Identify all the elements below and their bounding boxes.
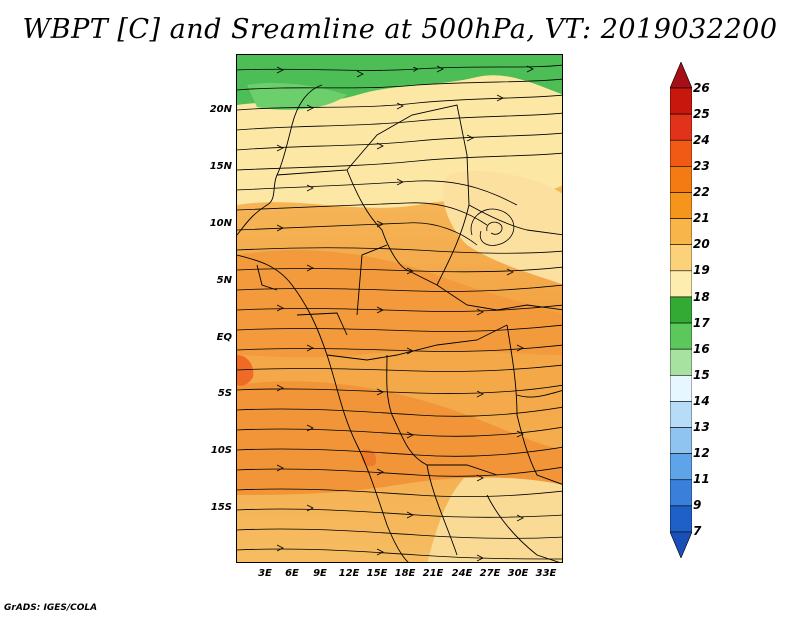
lon-label-27e: 27E xyxy=(479,568,501,579)
lon-label-18e: 18E xyxy=(394,568,416,579)
colorbar-label-11: 11 xyxy=(693,472,710,486)
coastline-borders xyxy=(237,84,562,562)
colorbar-segment xyxy=(670,139,692,167)
colorbar-label-25: 25 xyxy=(693,107,710,121)
colorbar-segment xyxy=(670,505,692,533)
colorbar-segment xyxy=(670,401,692,428)
lat-label-15n: 15N xyxy=(209,161,232,172)
colorbar-label-21: 21 xyxy=(693,211,710,225)
lon-label-30e: 30E xyxy=(507,568,529,579)
colorbar-label-18: 18 xyxy=(693,290,710,304)
colorbar-segment xyxy=(670,244,692,272)
lat-label-5n: 5N xyxy=(216,275,232,286)
wbpt-zone-22-23-hotspot-west xyxy=(237,355,254,386)
lat-label-eq: EQ xyxy=(216,332,232,343)
lon-label-21e: 21E xyxy=(422,568,444,579)
colorbar-segment xyxy=(670,479,692,507)
lon-label-15e: 15E xyxy=(366,568,388,579)
colorbar-label-22: 22 xyxy=(693,185,710,199)
colorbar xyxy=(670,62,692,558)
lat-label-10n: 10N xyxy=(209,218,232,229)
lon-label-3e: 3E xyxy=(258,568,272,579)
colorbar-label-13: 13 xyxy=(693,420,710,434)
colorbar-segment xyxy=(670,453,692,481)
colorbar-segment xyxy=(670,348,692,376)
colorbar-segment xyxy=(670,87,692,115)
colorbar-label-12: 12 xyxy=(693,446,710,460)
streamline-arrows xyxy=(276,65,534,562)
colorbar-label-19: 19 xyxy=(693,263,710,277)
wbpt-zone-16-17-northwest xyxy=(247,83,347,110)
colorbar-label-16: 16 xyxy=(693,342,710,356)
colorbar-segment xyxy=(670,322,692,350)
colorbar-label-24: 24 xyxy=(693,133,710,147)
wbpt-zone-19-20-southeast xyxy=(427,453,562,562)
wbpt-zone-22-23-hotspot-south xyxy=(361,449,377,467)
colorbar-segment xyxy=(670,427,692,454)
lat-label-15s: 15S xyxy=(210,502,232,513)
colorbar-label-14: 14 xyxy=(693,394,710,408)
colorbar-segment xyxy=(670,62,692,89)
colorbar-label-15: 15 xyxy=(693,368,710,382)
streamlines xyxy=(237,64,562,560)
lon-label-33e: 33E xyxy=(535,568,557,579)
colorbar-segment xyxy=(670,192,692,219)
lon-label-24e: 24E xyxy=(451,568,473,579)
colorbar-label-7: 7 xyxy=(693,524,702,538)
colorbar-label-23: 23 xyxy=(693,159,710,173)
colorbar-segment xyxy=(670,296,692,324)
wbpt-zone-21-22-central xyxy=(237,250,562,358)
colorbar-label-26: 26 xyxy=(693,81,710,95)
colorbar-segment xyxy=(670,270,692,298)
colorbar-label-17: 17 xyxy=(693,316,710,330)
lon-label-6e: 6E xyxy=(285,568,299,579)
lon-label-9e: 9E xyxy=(313,568,327,579)
colorbar-label-20: 20 xyxy=(693,237,710,251)
lat-label-10s: 10S xyxy=(210,445,232,456)
colorbar-segment xyxy=(670,218,692,246)
colorbar-segment xyxy=(670,374,692,402)
lon-label-12e: 12E xyxy=(338,568,360,579)
lat-label-5s: 5S xyxy=(217,388,232,399)
colorbar-segment xyxy=(670,531,692,558)
map-panel xyxy=(236,54,563,563)
colorbar-segment xyxy=(670,166,692,193)
lat-label-20n: 20N xyxy=(209,104,232,115)
colorbar-label-9: 9 xyxy=(693,498,702,512)
colorbar-segment xyxy=(670,113,692,141)
footer-credit: GrADS: IGES/COLA xyxy=(4,603,98,613)
chart-title: WBPT [C] and Sreamline at 500hPa, VT: 20… xyxy=(22,14,778,45)
